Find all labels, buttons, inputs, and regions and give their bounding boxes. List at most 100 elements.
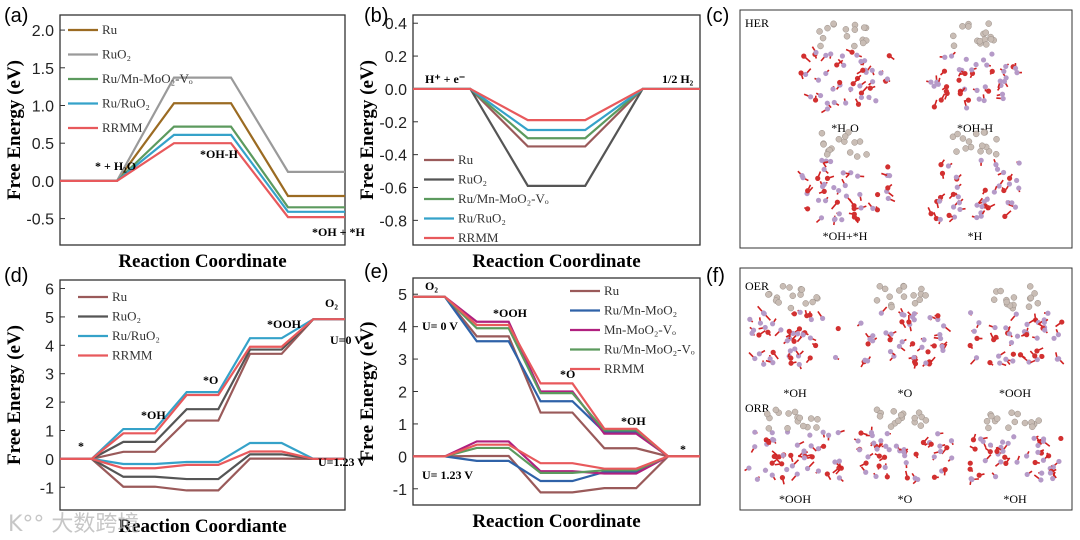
panel-title: HER [745, 16, 769, 30]
y-axis-label: Free Energy (eV) [357, 60, 378, 200]
atom [870, 205, 876, 211]
atom [855, 438, 861, 444]
atom [976, 320, 982, 326]
atom [752, 355, 758, 362]
atom [1024, 332, 1030, 338]
atom [821, 443, 827, 449]
atom [843, 100, 849, 106]
atom [925, 349, 931, 355]
atom [795, 331, 801, 337]
potential-label: U=0 V [330, 333, 363, 347]
legend-label: RuO₂ [458, 172, 487, 187]
atom [1035, 442, 1041, 449]
atom [784, 338, 790, 344]
potential-label: U= 0 V [422, 319, 458, 333]
atom [840, 170, 846, 176]
y-tick-label: 1 [398, 417, 407, 434]
atom [786, 284, 793, 291]
atom [757, 320, 764, 326]
y-tick-label: 0.5 [32, 136, 54, 153]
atom [818, 129, 826, 137]
atom [1051, 335, 1057, 341]
atom [821, 166, 827, 173]
series-line-RuO₂ [60, 318, 345, 460]
atom [884, 474, 890, 480]
atom [910, 292, 917, 299]
atom [890, 408, 897, 415]
atom [801, 455, 807, 461]
atom [982, 187, 988, 193]
atom [769, 321, 776, 327]
atom [788, 355, 794, 361]
atom [813, 294, 820, 301]
watermark: K°° 大数跨境 [8, 512, 140, 537]
atom [851, 139, 858, 146]
atom [993, 135, 1000, 143]
y-tick-label: 0.0 [385, 82, 407, 99]
atom [820, 429, 826, 435]
atom [904, 475, 910, 481]
atom [802, 300, 809, 307]
structure-label: *OOH [779, 492, 811, 506]
atom [1005, 440, 1011, 446]
atom [761, 361, 767, 367]
step-label: 1/2 H₂ [662, 72, 694, 86]
legend-label: Ru/RuO₂ [102, 96, 150, 111]
atom [994, 166, 1001, 172]
atom [835, 135, 843, 143]
atom [971, 328, 977, 334]
atom [987, 442, 994, 448]
atom [913, 451, 919, 457]
step-label: H⁺ + e⁻ [425, 72, 465, 86]
atom [858, 430, 864, 436]
atom [1032, 459, 1038, 466]
legend-label: Ru/RuO₂ [112, 328, 160, 343]
plot-frame [412, 14, 701, 246]
atom [1003, 460, 1009, 467]
atom [752, 444, 758, 450]
atom [967, 143, 975, 151]
atom [938, 97, 944, 103]
atom [849, 49, 855, 55]
atom [956, 66, 962, 73]
legend-label: Ru/Mn-MoO₂ [604, 303, 677, 318]
atom [835, 325, 841, 332]
legend-label: Ru [112, 289, 128, 304]
atom [974, 335, 980, 342]
atom [805, 188, 811, 194]
y-tick-label: -1 [393, 482, 407, 499]
atom [805, 206, 811, 212]
atom [884, 431, 890, 437]
atom [824, 24, 831, 32]
y-axis-label: Free Energy (eV) [4, 60, 25, 200]
atom [881, 285, 889, 293]
atom [896, 343, 902, 349]
atom [752, 429, 758, 435]
atom [876, 283, 884, 290]
atom [830, 86, 836, 92]
atom [959, 135, 967, 142]
y-tick-label: 4 [45, 338, 54, 355]
atom [813, 342, 819, 349]
atom [951, 214, 958, 220]
panel-label: (c) [706, 5, 729, 27]
atom [815, 175, 821, 181]
atom [953, 148, 960, 155]
atom [887, 423, 895, 430]
atom [886, 293, 893, 300]
atom [1042, 327, 1048, 333]
atom [1005, 424, 1012, 431]
atom [944, 445, 950, 451]
atom [939, 170, 946, 176]
atom [887, 173, 893, 179]
atom [839, 53, 846, 59]
atom [799, 422, 807, 430]
atom [836, 475, 843, 481]
legend-label: Ru [604, 283, 620, 298]
atom [862, 357, 868, 363]
x-axis-label: Reaction Coordiante [118, 516, 286, 537]
atom [797, 309, 803, 315]
atom [887, 349, 894, 355]
atom [911, 414, 919, 422]
atom [808, 443, 814, 449]
